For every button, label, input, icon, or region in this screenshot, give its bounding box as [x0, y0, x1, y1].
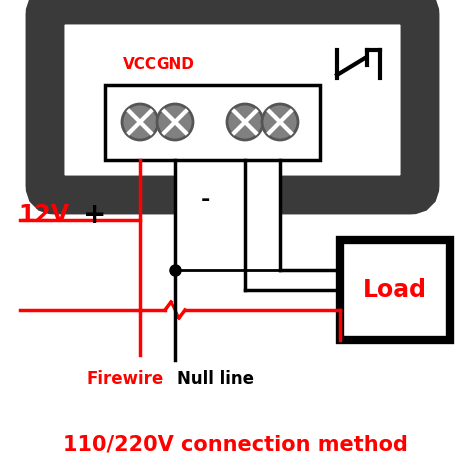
Bar: [105, 85, 320, 160]
Text: Firewire: Firewire: [86, 370, 164, 388]
Bar: [175, 160, 280, 270]
Text: Load: Load: [363, 278, 427, 302]
Circle shape: [262, 104, 298, 140]
Text: VCC: VCC: [123, 57, 157, 72]
Text: GND: GND: [156, 57, 194, 72]
Text: Null line: Null line: [177, 370, 253, 388]
Text: 12V: 12V: [18, 203, 69, 227]
Circle shape: [227, 104, 263, 140]
Text: -: -: [200, 190, 210, 210]
Circle shape: [122, 104, 158, 140]
FancyBboxPatch shape: [45, 5, 420, 195]
Text: +: +: [83, 201, 107, 229]
Bar: [340, 240, 450, 340]
Circle shape: [157, 104, 193, 140]
Text: 110/220V connection method: 110/220V connection method: [63, 435, 407, 455]
